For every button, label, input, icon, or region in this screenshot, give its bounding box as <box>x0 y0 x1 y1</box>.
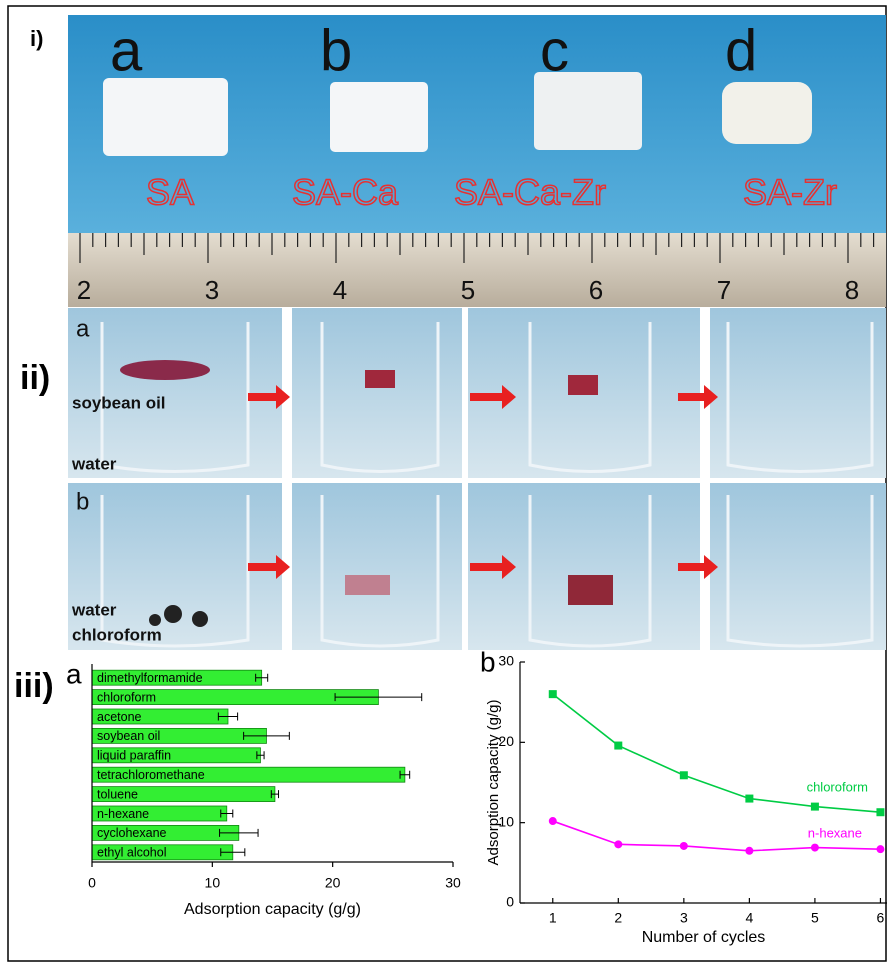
category-label: n-hexane <box>97 807 149 821</box>
category-label: cyclohexane <box>97 826 167 840</box>
marker <box>811 844 819 852</box>
sponge <box>365 370 395 388</box>
category-label: chloroform <box>97 690 156 704</box>
ruler-number: 3 <box>205 275 219 305</box>
y-axis-label: Adsorption capacity (g/g) <box>485 700 502 866</box>
panel-label: b <box>480 646 496 677</box>
marker <box>549 817 557 825</box>
x-tick-label: 30 <box>445 875 461 891</box>
sponge <box>568 375 598 395</box>
sample <box>330 82 428 152</box>
row-label: a <box>76 315 90 342</box>
ruler-number: 8 <box>845 275 859 305</box>
photo-label: water <box>71 600 117 619</box>
x-axis-label: Adsorption capacity (g/g) <box>184 901 361 918</box>
series-label: chloroform <box>807 779 868 794</box>
x-tick-label: 4 <box>745 910 753 926</box>
marker <box>745 847 753 855</box>
marker <box>549 690 557 698</box>
ruler-number: 7 <box>717 275 731 305</box>
sample-name: SA <box>146 172 194 213</box>
ruler-number: 6 <box>589 275 603 305</box>
sample-name: SA-Ca <box>292 172 399 213</box>
y-tick-label: 0 <box>506 894 514 910</box>
sample <box>722 82 812 144</box>
panel-label: i) <box>30 26 43 51</box>
ruler-number: 4 <box>333 275 347 305</box>
x-tick-label: 6 <box>877 910 885 926</box>
panel-label: a <box>66 658 82 689</box>
sample-letter: d <box>725 18 757 83</box>
sample <box>534 72 642 150</box>
x-tick-label: 10 <box>205 875 221 891</box>
marker <box>680 842 688 850</box>
x-tick-label: 5 <box>811 910 819 926</box>
x-tick-label: 20 <box>325 875 341 891</box>
x-axis-label: Number of cycles <box>642 929 766 946</box>
sponge <box>568 575 613 605</box>
marker <box>680 771 688 779</box>
category-label: soybean oil <box>97 729 160 743</box>
sample-name: SA-Zr <box>743 172 837 213</box>
ruler-number: 5 <box>461 275 475 305</box>
sample-letter: b <box>320 18 352 83</box>
row-label: b <box>76 488 89 515</box>
ruler-number: 2 <box>77 275 91 305</box>
panel-label: ii) <box>20 359 50 397</box>
marker <box>614 840 622 848</box>
x-tick-label: 3 <box>680 910 688 926</box>
photo-label: soybean oil <box>72 393 166 412</box>
photo-label: water <box>71 454 117 473</box>
sample-letter: a <box>110 18 143 83</box>
x-tick-label: 2 <box>614 910 622 926</box>
x-tick-label: 0 <box>88 875 96 891</box>
category-label: tetrachloromethane <box>97 768 205 782</box>
panel-label: iii) <box>14 667 54 705</box>
marker <box>614 742 622 750</box>
category-label: dimethylformamide <box>97 671 203 685</box>
sample-letter: c <box>540 18 569 83</box>
beaker-photos <box>68 308 886 650</box>
marker <box>876 808 884 816</box>
line <box>553 694 881 812</box>
series-label: n-hexane <box>808 825 862 840</box>
figure: i) ii) iii) a soybean oil water b water … <box>0 0 890 965</box>
photo-label: chloroform <box>72 625 162 644</box>
sponge <box>345 575 390 595</box>
marker <box>876 845 884 853</box>
sample-name: SA-Ca-Zr <box>454 172 606 213</box>
category-label: liquid paraffin <box>97 749 171 763</box>
marker <box>745 795 753 803</box>
x-tick-label: 1 <box>549 910 557 926</box>
sample <box>103 78 228 156</box>
category-label: toluene <box>97 787 138 801</box>
category-label: ethyl alcohol <box>97 846 167 860</box>
oil <box>120 360 210 380</box>
category-label: acetone <box>97 710 142 724</box>
y-tick-label: 30 <box>498 653 514 669</box>
marker <box>811 803 819 811</box>
